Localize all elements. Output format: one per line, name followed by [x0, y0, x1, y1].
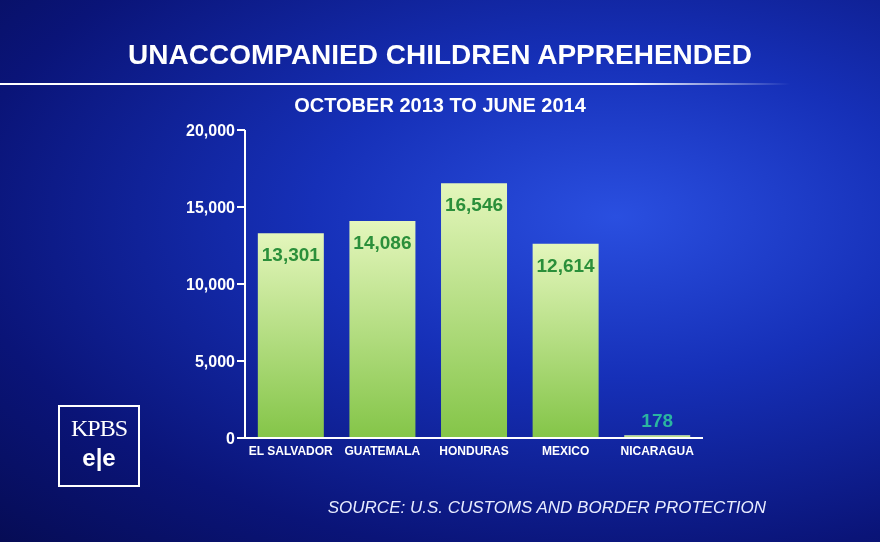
html-text:OCTOBER 2013 TO JUNE 2014: OCTOBER 2013 TO JUNE 2014	[294, 94, 586, 116]
svg-text:14,086: 14,086	[353, 232, 411, 253]
svg-text:5,000: 5,000	[195, 353, 235, 370]
svg-text:EL SALVADOR: EL SALVADOR	[249, 444, 333, 458]
svg-text:MEXICO: MEXICO	[542, 444, 589, 458]
svg-text:13,301: 13,301	[262, 244, 321, 265]
svg-text:HONDURAS: HONDURAS	[439, 444, 508, 458]
html-text:e|e: e|e	[82, 444, 116, 471]
svg-text:16,546: 16,546	[445, 194, 503, 215]
html-text:KPBS: KPBS	[71, 415, 127, 441]
svg-text:12,614: 12,614	[537, 255, 596, 276]
html-text:SOURCE: U.S. CUSTOMS AND BORDE: SOURCE: U.S. CUSTOMS AND BORDER PROTECTI…	[327, 498, 766, 517]
svg-text:178: 178	[641, 410, 673, 431]
svg-text:20,000: 20,000	[186, 122, 235, 139]
svg-text:10,000: 10,000	[186, 276, 235, 293]
svg-text:0: 0	[226, 430, 235, 447]
svg-text:GUATEMALA: GUATEMALA	[345, 444, 421, 458]
svg-text:15,000: 15,000	[186, 199, 235, 216]
html-text:UNACCOMPANIED CHILDREN APPREHE: UNACCOMPANIED CHILDREN APPREHENDED	[128, 39, 752, 70]
svg-text:NICARAGUA: NICARAGUA	[621, 444, 695, 458]
